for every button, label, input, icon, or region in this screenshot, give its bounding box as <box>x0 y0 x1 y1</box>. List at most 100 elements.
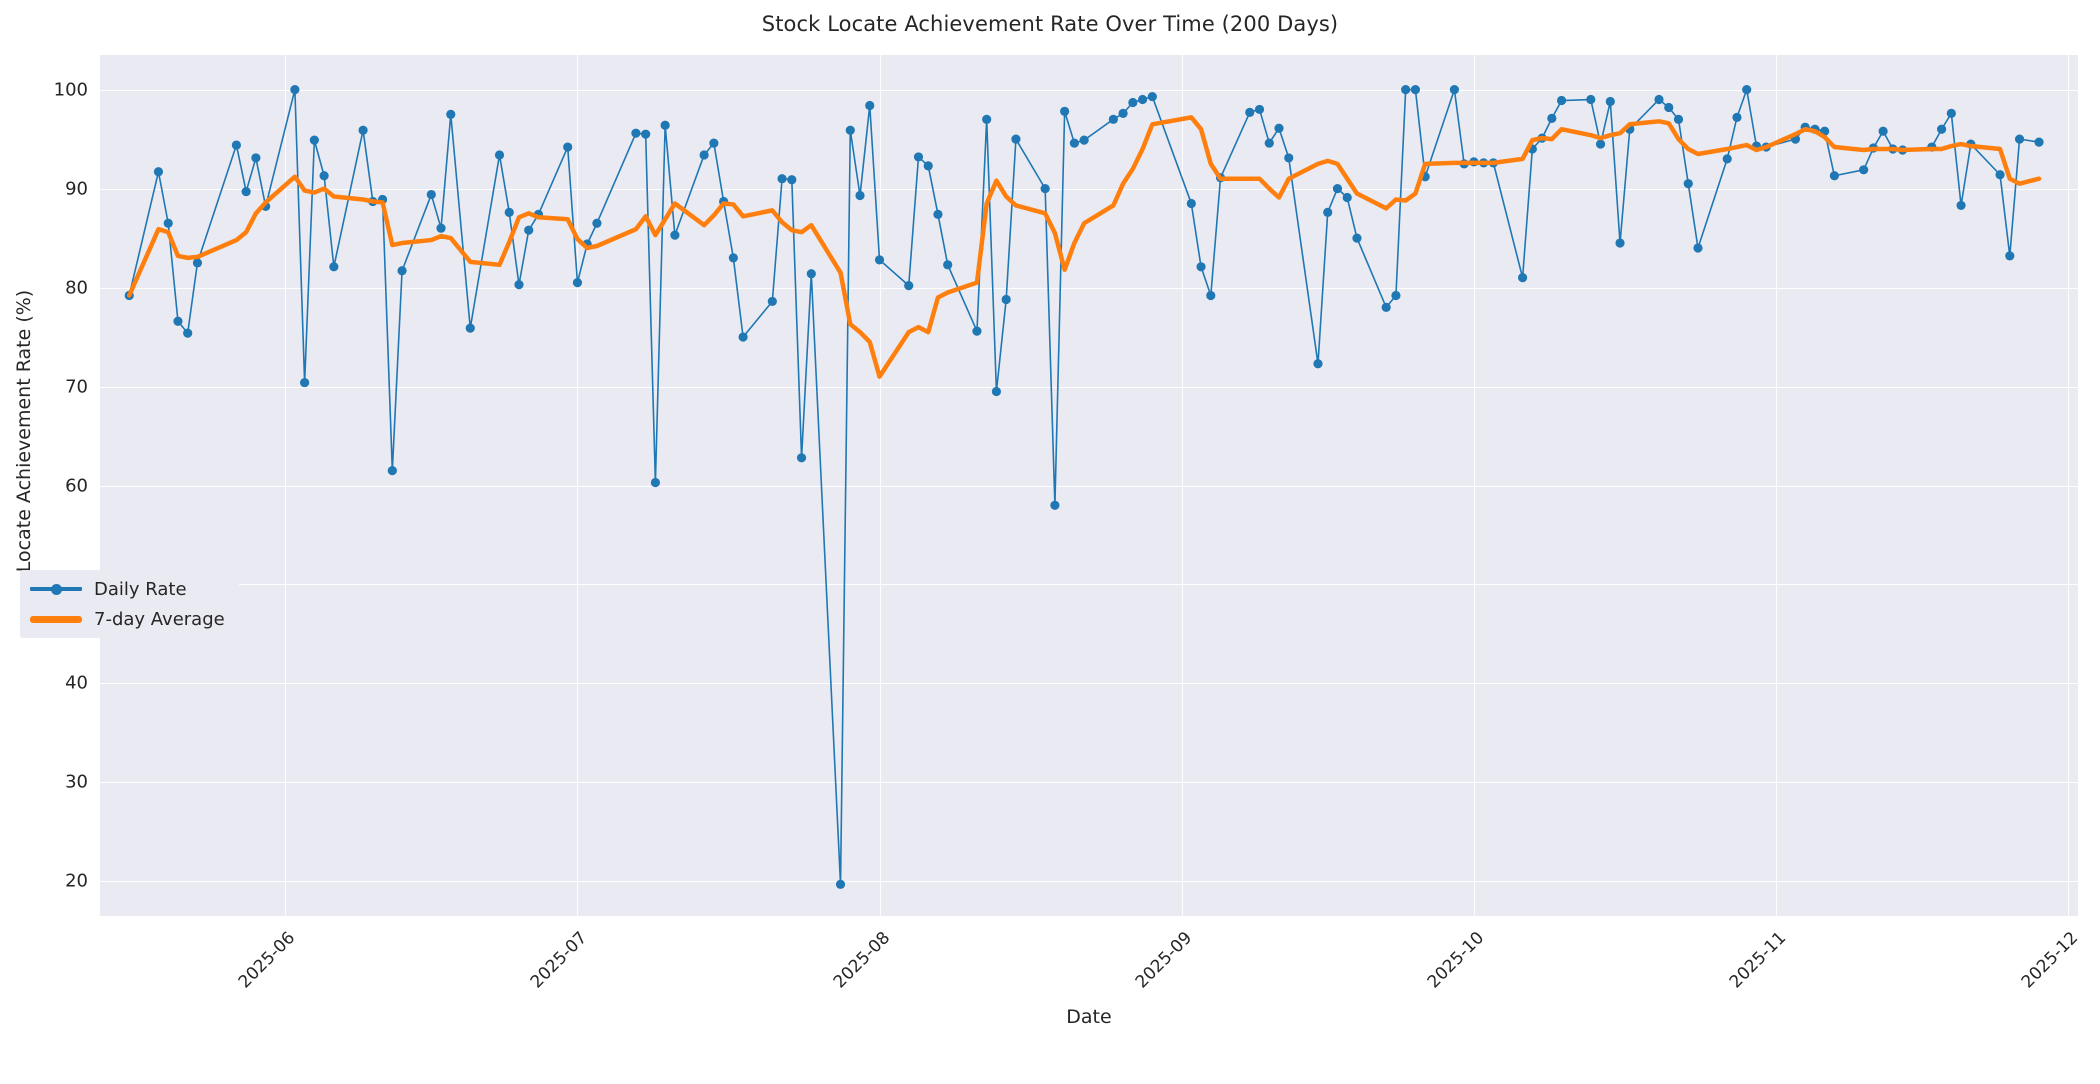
gridline-horizontal <box>100 188 2078 190</box>
page-title: Stock Locate Achievement Rate Over Time … <box>761 12 1339 36</box>
data-point-marker <box>1274 123 1284 133</box>
data-point-marker <box>641 129 651 139</box>
gridline-vertical <box>879 55 881 916</box>
data-point-marker <box>1264 138 1274 148</box>
data-point-marker <box>1410 85 1421 95</box>
data-point-marker <box>173 316 183 326</box>
data-point-marker <box>1069 138 1079 148</box>
data-point-marker <box>494 150 505 160</box>
gridline-horizontal <box>100 782 2078 784</box>
gridline-vertical <box>1181 55 1183 916</box>
data-point-marker <box>319 171 329 181</box>
legend-item[interactable]: Daily Rate <box>30 578 225 600</box>
data-point-marker <box>1878 126 1888 136</box>
gridline-vertical <box>1775 55 1777 916</box>
data-point-marker <box>1673 114 1684 124</box>
data-point-marker <box>1556 95 1567 106</box>
data-point-marker <box>1108 114 1118 124</box>
data-point-marker <box>1605 96 1615 107</box>
data-point-marker <box>650 477 661 488</box>
data-point-marker <box>1352 233 1362 243</box>
data-point-marker <box>231 140 242 150</box>
legend-label: 7-day Average <box>94 608 225 630</box>
data-point-marker <box>290 85 300 95</box>
data-point-marker <box>865 100 875 111</box>
legend-item[interactable]: 7-day Average <box>30 608 225 630</box>
gridline-horizontal <box>100 287 2078 289</box>
data-point-marker <box>524 225 534 235</box>
gridline-vertical <box>577 55 579 916</box>
data-point-marker <box>874 255 885 265</box>
data-point-marker <box>514 280 524 290</box>
data-point-marker <box>913 152 924 162</box>
data-point-marker <box>572 278 583 288</box>
data-point-marker <box>904 280 914 291</box>
data-point-marker <box>1722 154 1732 164</box>
data-point-marker <box>796 453 807 463</box>
data-point-marker <box>1060 106 1070 117</box>
gridline-horizontal <box>100 485 2078 487</box>
y-tick-label: 90 <box>65 178 88 200</box>
gridline-horizontal <box>100 89 2078 91</box>
data-point-marker <box>163 218 173 228</box>
data-point-marker <box>1040 184 1050 194</box>
y-tick-label: 70 <box>65 376 88 398</box>
gridline-horizontal <box>100 386 2078 388</box>
data-point-marker <box>660 120 670 130</box>
data-point-marker <box>1128 97 1138 108</box>
gridline-vertical <box>1473 55 1475 916</box>
data-point-marker <box>1050 500 1060 510</box>
gridline-vertical <box>285 55 287 916</box>
data-point-marker <box>1284 153 1294 163</box>
data-point-marker <box>436 223 446 233</box>
y-tick-label: 30 <box>65 771 88 793</box>
data-point-marker <box>1586 94 1596 105</box>
data-point-marker <box>426 189 436 200</box>
data-point-marker <box>835 879 846 889</box>
data-point-marker <box>2014 134 2025 144</box>
gridline-vertical <box>2068 55 2070 916</box>
data-point-marker <box>1254 104 1265 115</box>
data-point-marker <box>192 258 203 268</box>
gridline-horizontal <box>100 683 2078 685</box>
data-point-marker <box>1595 139 1606 149</box>
data-point-marker <box>1829 171 1839 181</box>
data-point-marker <box>855 190 865 201</box>
data-point-marker <box>1449 85 1459 95</box>
data-point-marker <box>923 161 933 171</box>
data-point-marker <box>777 174 787 184</box>
data-point-marker <box>2005 251 2015 261</box>
data-point-marker <box>709 138 719 148</box>
data-point-marker <box>1186 198 1196 209</box>
data-point-marker <box>592 218 602 228</box>
data-point-marker <box>241 186 251 197</box>
chart-figure: Stock Locate Achievement Rate Over Time … <box>13 12 2083 1028</box>
data-point-marker <box>1693 243 1703 253</box>
data-point-marker <box>991 386 1002 397</box>
data-point-marker <box>943 260 953 270</box>
y-tick-label: 20 <box>65 870 88 892</box>
legend-swatch-icon <box>30 610 82 628</box>
data-point-marker <box>1946 108 1956 118</box>
data-point-marker <box>300 377 310 388</box>
data-point-marker <box>1332 184 1343 194</box>
data-point-marker <box>329 262 339 272</box>
data-point-marker <box>806 269 816 279</box>
x-axis-label: Date <box>1066 1006 1112 1028</box>
data-point-marker <box>1401 85 1411 95</box>
legend-swatch-icon <box>30 580 82 598</box>
data-point-marker <box>1742 85 1752 95</box>
data-point-marker <box>1245 107 1255 117</box>
data-point-marker <box>1001 294 1011 305</box>
data-point-marker <box>1936 124 1947 134</box>
data-point-marker <box>738 332 748 342</box>
series-line-7-day-average <box>126 115 2042 379</box>
y-tick-label: 100 <box>53 79 88 101</box>
data-point-marker <box>309 135 319 145</box>
plot-area <box>100 55 2078 916</box>
data-point-marker <box>1664 102 1674 113</box>
data-point-marker <box>787 175 797 185</box>
data-point-marker <box>1683 179 1693 189</box>
gridline-horizontal <box>100 584 2078 586</box>
data-point-marker <box>631 128 641 138</box>
